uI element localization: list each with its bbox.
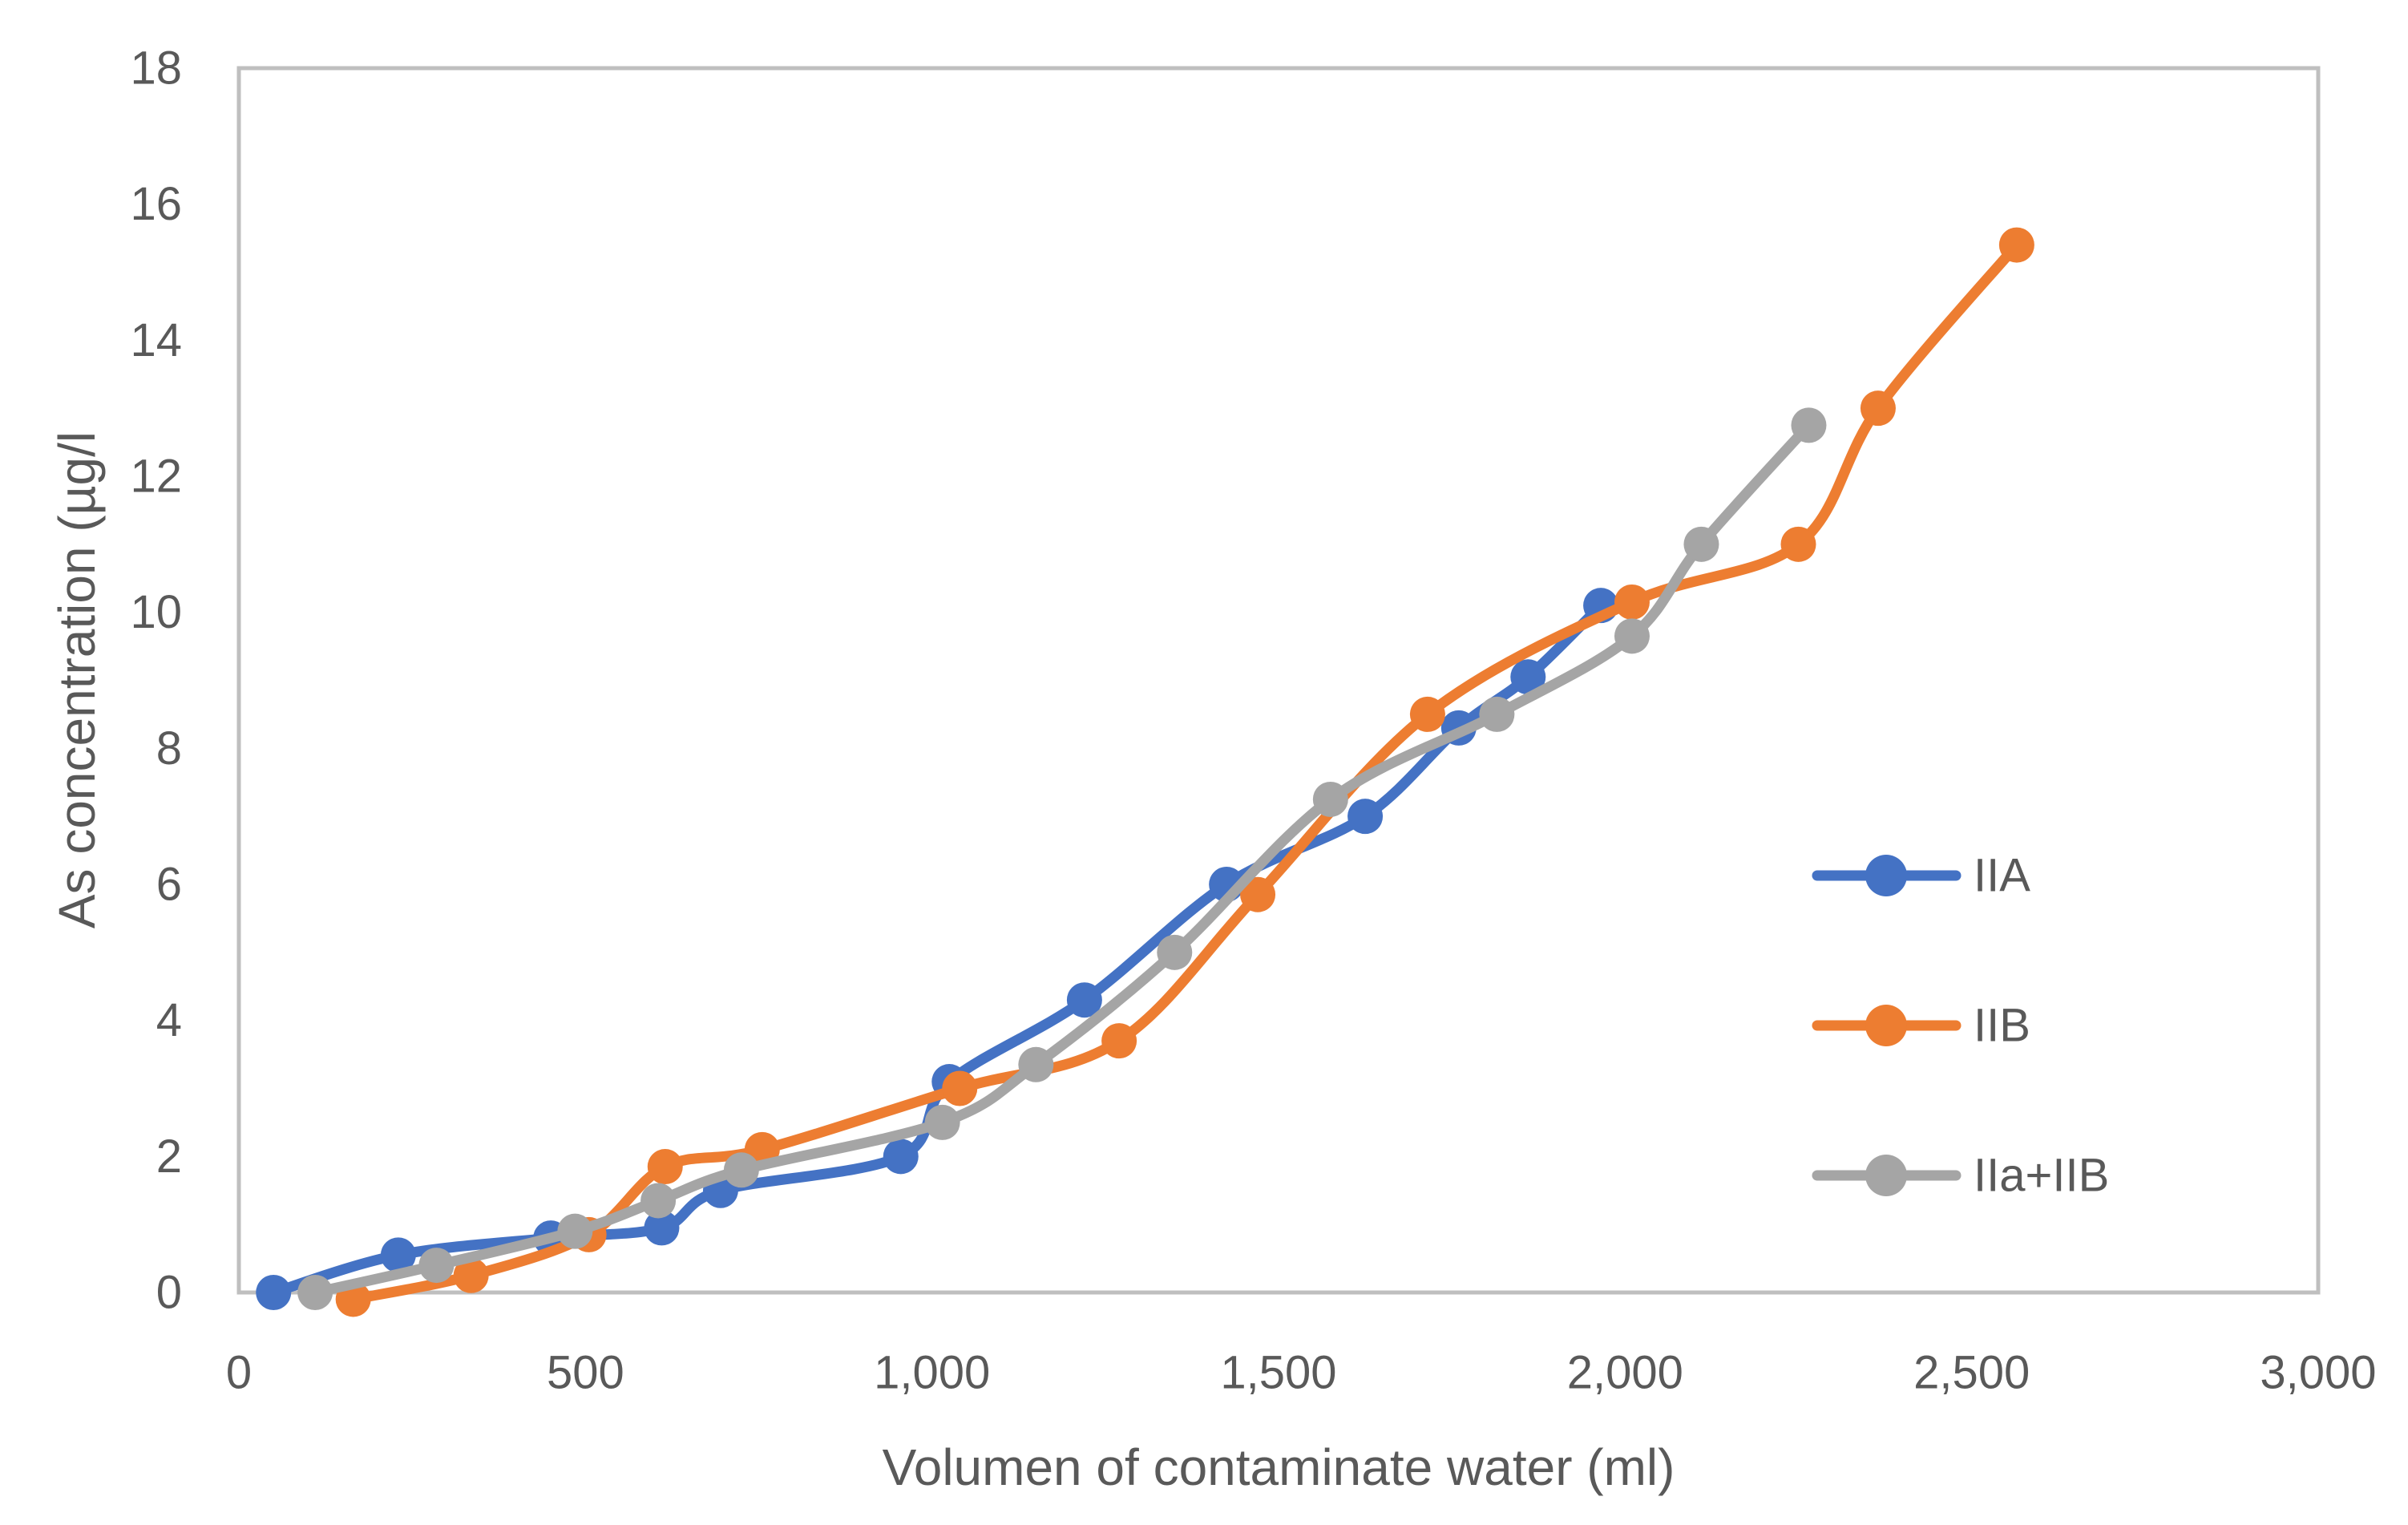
data-point-marker xyxy=(1240,876,1276,912)
data-point-marker xyxy=(1479,696,1515,732)
legend-label: IIa+IIB xyxy=(1974,1150,2109,1202)
data-point-marker xyxy=(640,1183,677,1219)
x-tick-label: 2,500 xyxy=(1913,1347,2030,1399)
data-point-marker xyxy=(1998,227,2034,263)
series-layer xyxy=(256,227,2034,1317)
data-point-marker xyxy=(1510,659,1546,695)
legend-label: IIA xyxy=(1974,850,2030,902)
x-tick-label: 1,000 xyxy=(874,1347,990,1399)
data-point-marker xyxy=(924,1104,960,1140)
data-point-marker xyxy=(557,1213,593,1249)
y-axis-title: As concentration (µg/l xyxy=(48,431,106,928)
y-tick-label: 18 xyxy=(130,42,182,95)
legend-item-IIB: IIB xyxy=(1812,1000,2030,1052)
data-point-marker xyxy=(1101,1023,1137,1059)
legend: IIA IIB IIa+IIB xyxy=(1812,850,2109,1202)
x-tick-label: 2,000 xyxy=(1567,1347,1683,1399)
data-point-marker xyxy=(1780,526,1816,562)
y-tick-label: 2 xyxy=(156,1131,182,1183)
data-point-marker xyxy=(1614,618,1650,654)
x-tick-label: 500 xyxy=(547,1347,624,1399)
series-IIa+IIB xyxy=(297,407,1827,1310)
legend-marker-dot xyxy=(1865,855,1907,896)
x-axis-title: Volumen of contaminate water (ml) xyxy=(883,1438,1675,1496)
data-point-marker xyxy=(418,1248,455,1284)
data-point-marker xyxy=(1614,584,1650,620)
data-point-marker xyxy=(1683,526,1719,562)
data-point-marker xyxy=(1347,799,1384,835)
data-point-marker xyxy=(1312,781,1348,817)
data-point-marker xyxy=(256,1275,292,1310)
y-tick-label: 4 xyxy=(156,994,182,1046)
data-point-marker xyxy=(1409,696,1445,732)
series-IIA xyxy=(256,588,1619,1310)
data-point-marker xyxy=(1018,1046,1054,1082)
data-point-marker xyxy=(723,1152,759,1188)
series-IIB xyxy=(335,227,2034,1317)
x-tick-label: 3,000 xyxy=(2260,1347,2376,1399)
y-tick-label: 16 xyxy=(130,178,182,230)
data-point-marker xyxy=(647,1149,683,1185)
legend-label: IIB xyxy=(1974,1000,2030,1052)
legend-marker-dot xyxy=(1865,1155,1907,1196)
legend-item-IIA: IIA xyxy=(1812,850,2030,902)
plot-border xyxy=(236,66,2321,1295)
y-tick-label: 8 xyxy=(156,722,182,775)
plot-area xyxy=(236,66,2321,1295)
x-tick-label: 1,500 xyxy=(1220,1347,1336,1399)
legend-marker-dot xyxy=(1865,1005,1907,1046)
data-point-marker xyxy=(883,1139,919,1175)
data-point-marker xyxy=(644,1210,680,1246)
y-tick-label: 6 xyxy=(156,859,182,911)
data-point-marker xyxy=(1157,934,1193,970)
series-line xyxy=(348,240,2022,1305)
x-tick-label: 0 xyxy=(226,1347,252,1399)
data-point-marker xyxy=(1066,982,1102,1018)
data-point-marker xyxy=(380,1237,416,1273)
y-tick-label: 10 xyxy=(130,586,182,638)
y-tick-label: 12 xyxy=(130,451,182,503)
series-line xyxy=(268,600,1606,1298)
legend-item-IIa+IIB: IIa+IIB xyxy=(1812,1150,2109,1202)
data-point-marker xyxy=(1791,407,1827,443)
y-tick-label: 0 xyxy=(156,1267,182,1319)
y-tick-label: 14 xyxy=(130,314,182,366)
data-point-marker xyxy=(453,1257,489,1293)
data-point-marker xyxy=(942,1070,978,1106)
series-line xyxy=(309,419,1814,1298)
axis-tick-labels: 0 2 4 6 8 10 12 14 16 18 0 500 1,000 1,500 2,000 2,500 3… xyxy=(130,42,2376,1399)
data-point-marker xyxy=(297,1275,333,1310)
data-point-marker xyxy=(1860,390,1896,427)
